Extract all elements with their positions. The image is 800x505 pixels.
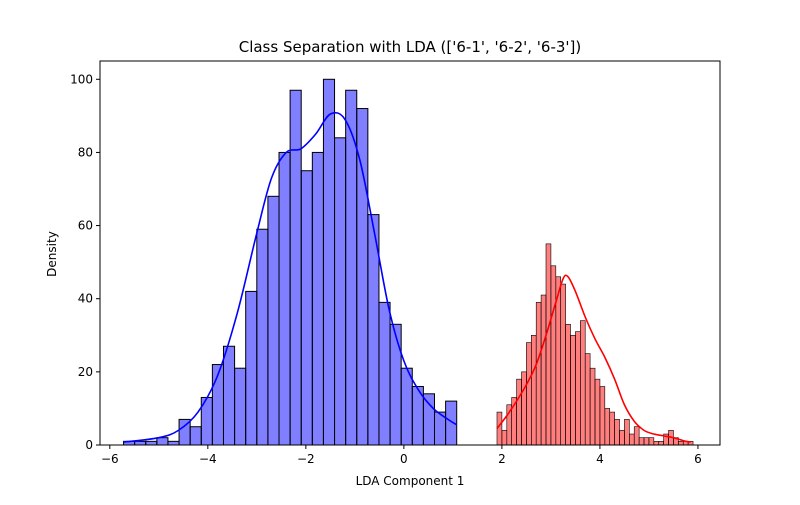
- histogram-bar: [134, 440, 147, 446]
- histogram-bar: [575, 331, 581, 446]
- histogram-bar: [300, 170, 313, 446]
- histogram-bar: [400, 367, 413, 446]
- histogram-bar: [189, 426, 202, 446]
- histogram-bar: [516, 378, 522, 446]
- histogram-bar: [633, 426, 640, 446]
- histogram-bar: [570, 334, 576, 446]
- kde-layer: [123, 111, 691, 443]
- y-tick-label: 60: [78, 219, 93, 233]
- kde-line: [123, 111, 458, 443]
- x-tick-label: 6: [694, 452, 702, 466]
- histogram-bar: [643, 437, 650, 446]
- histogram-bar: [245, 290, 258, 446]
- histogram-bar: [550, 265, 557, 446]
- chart-title: Class Separation with LDA (['6-1', '6-2'…: [239, 38, 582, 56]
- kde-line: [496, 274, 691, 443]
- histogram-bar: [540, 294, 547, 446]
- histogram-bar: [521, 371, 527, 446]
- x-tick-label: 2: [498, 452, 506, 466]
- histogram-bar: [267, 195, 280, 446]
- histogram-bar: [629, 433, 635, 446]
- x-axis-label: LDA Component 1: [356, 474, 465, 488]
- histogram-bar: [322, 78, 336, 446]
- y-tick-label: 100: [70, 72, 93, 86]
- histogram-bar: [535, 302, 542, 446]
- y-tick-label: 0: [85, 438, 93, 452]
- y-tick-label: 20: [78, 365, 93, 379]
- histogram-bar: [594, 378, 601, 446]
- plot-frame: [99, 60, 721, 446]
- histogram-bar: [648, 437, 655, 446]
- y-tick-label: 40: [78, 292, 93, 306]
- histogram-bar: [278, 151, 291, 446]
- histogram-bar: [256, 228, 269, 446]
- histogram-bar: [678, 441, 684, 446]
- histogram-bar: [422, 393, 435, 446]
- histogram-bar: [658, 441, 664, 446]
- histogram-bar: [289, 89, 302, 446]
- histogram-bar: [565, 324, 571, 446]
- histogram-bar: [599, 386, 606, 446]
- histogram-bar: [145, 440, 158, 446]
- histogram-bar: [560, 283, 566, 446]
- histogram-bar: [167, 440, 180, 446]
- x-axis: −6 −4 −2 0 2 4 6: [101, 445, 702, 466]
- histogram-bar: [604, 408, 611, 446]
- histogram-bar: [234, 367, 247, 446]
- histogram-bar: [545, 243, 552, 446]
- histogram-bar: [653, 441, 660, 446]
- histogram-bar: [222, 345, 236, 446]
- histogram-bar: [624, 419, 630, 446]
- histogram-bar: [619, 430, 625, 446]
- histogram-bar: [156, 437, 169, 446]
- histogram-bar: [609, 411, 615, 446]
- histogram-bar: [589, 367, 596, 446]
- y-tick-label: 80: [78, 145, 93, 159]
- histogram-bar: [526, 342, 532, 446]
- x-tick-label: 4: [596, 452, 604, 466]
- y-axis-label: Density: [45, 231, 59, 277]
- histogram-bar: [378, 301, 391, 446]
- histogram-bar: [614, 419, 620, 446]
- histogram-bar: [584, 353, 591, 446]
- y-axis: 0 20 40 60 80 100: [70, 72, 100, 452]
- histogram-bar: [531, 334, 537, 446]
- x-tick-label: 0: [400, 452, 408, 466]
- x-tick-label: −6: [101, 452, 119, 466]
- histogram-bar: [356, 108, 369, 446]
- histogram-bar: [389, 323, 402, 446]
- histogram-bar: [334, 137, 347, 446]
- histogram-bar: [638, 437, 645, 446]
- histogram-bar: [311, 151, 324, 446]
- x-tick-label: −4: [199, 452, 217, 466]
- histogram-bar: [501, 430, 508, 446]
- x-tick-label: −2: [297, 452, 315, 466]
- histogram-bar: [580, 320, 586, 446]
